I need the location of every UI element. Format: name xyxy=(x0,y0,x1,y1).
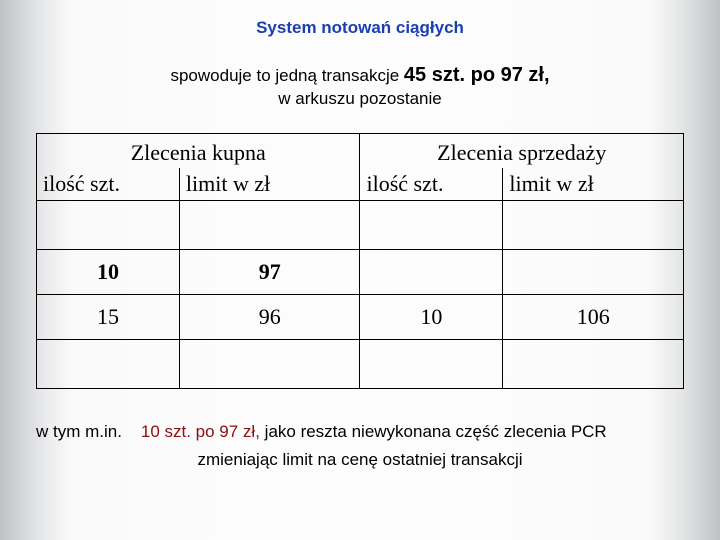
cell-buy-limit: 97 xyxy=(179,250,360,295)
footer-label: w tym m.in. xyxy=(36,419,122,445)
sell-header: Zlecenia sprzedaży xyxy=(360,134,684,169)
table-row xyxy=(37,340,684,389)
cell-sell-qty: 10 xyxy=(360,295,503,340)
cell-buy-qty: 15 xyxy=(37,295,180,340)
cell-sell-limit: 106 xyxy=(503,295,684,340)
cell-sell-qty xyxy=(360,250,503,295)
cell-sell-limit xyxy=(503,250,684,295)
footer-rest1: jako reszta niewykonana część zlecenia P… xyxy=(260,422,607,441)
buy-qty-header: ilość szt. xyxy=(37,168,180,201)
slide-title: System notowań ciągłych xyxy=(0,0,720,38)
footer-text1: 10 szt. po 97 zł, jako reszta niewykonan… xyxy=(141,422,607,441)
footer-note: w tym m.in. 10 szt. po 97 zł, jako reszt… xyxy=(36,419,684,472)
table-row xyxy=(37,201,684,250)
table-row: 15 96 10 106 xyxy=(37,295,684,340)
buy-header: Zlecenia kupna xyxy=(37,134,360,169)
footer-highlight: 10 szt. po 97 zł, xyxy=(141,422,260,441)
footer-text2: zmieniając limit na cenę ostatniej trans… xyxy=(36,447,684,473)
cell-buy-qty: 10 xyxy=(37,250,180,295)
buy-limit-header: limit w zł xyxy=(179,168,360,201)
sell-qty-header: ilość szt. xyxy=(360,168,503,201)
transaction-line: spowoduje to jedną transakcje 45 szt. po… xyxy=(0,64,720,87)
sell-limit-header: limit w zł xyxy=(503,168,684,201)
transaction-pre: spowoduje to jedną transakcje xyxy=(170,66,403,85)
transaction-bold: 45 szt. po 97 zł, xyxy=(404,64,550,86)
cell-buy-limit: 96 xyxy=(179,295,360,340)
orderbook-table: Zlecenia kupna Zlecenia sprzedaży ilość … xyxy=(36,133,684,389)
remaining-line: w arkuszu pozostanie xyxy=(0,89,720,109)
table-row: 10 97 xyxy=(37,250,684,295)
